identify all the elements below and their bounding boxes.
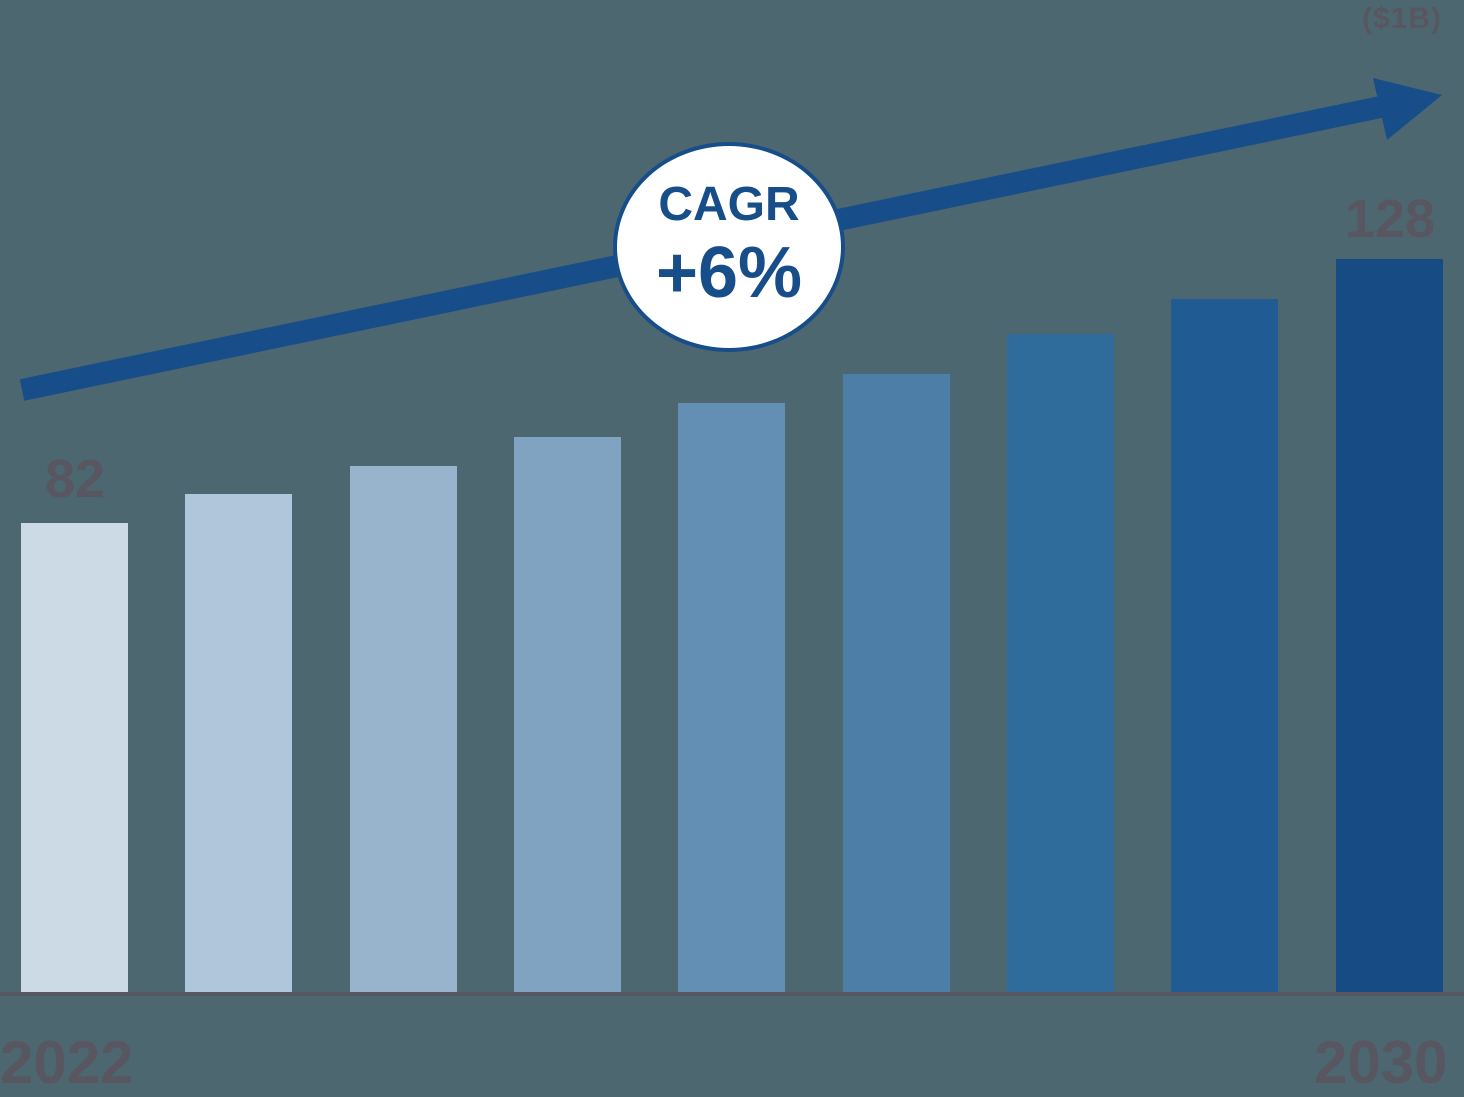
cagr-title: CAGR — [658, 178, 800, 231]
bar-2024 — [350, 466, 457, 993]
unit-label: ($1B) — [1361, 2, 1442, 35]
x-tick-first: 2022 — [0, 1029, 134, 1096]
x-tick-last: 2030 — [1314, 1029, 1448, 1096]
x-axis-line — [0, 992, 1464, 996]
bar-2022 — [21, 523, 128, 993]
bar-2028 — [1007, 334, 1114, 993]
bar-2025 — [514, 437, 621, 993]
bar-2027 — [843, 374, 950, 993]
bar-2029 — [1171, 299, 1278, 993]
bar-2023 — [185, 494, 292, 993]
bar-2026 — [678, 403, 785, 993]
bar-2030 — [1336, 259, 1443, 993]
cagr-badge: CAGR +6% — [613, 142, 845, 352]
value-label-last: 128 — [1344, 189, 1436, 249]
cagr-value: +6% — [655, 233, 803, 313]
value-label-first: 82 — [44, 449, 106, 509]
